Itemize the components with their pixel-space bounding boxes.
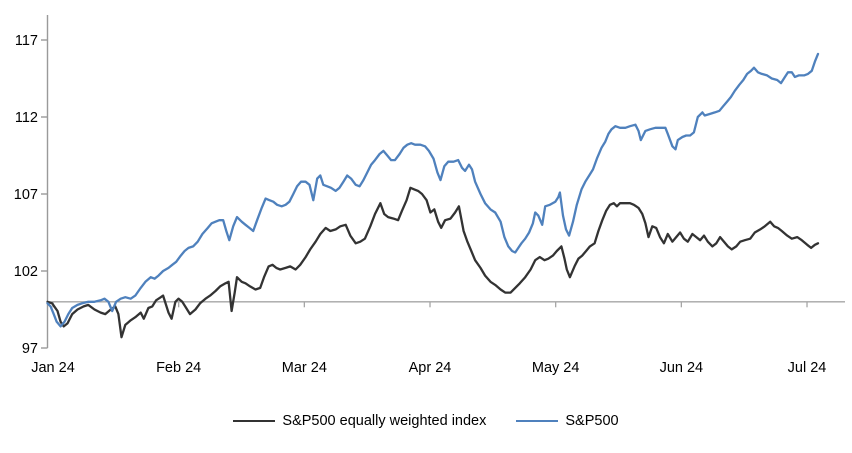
- y-tick-label: 107: [14, 187, 38, 203]
- y-tick-label: 112: [15, 110, 38, 126]
- legend-item-sp500: S&P500: [516, 413, 619, 429]
- equal-weight-line-swatch: [233, 419, 276, 423]
- y-tick-label: 97: [22, 341, 38, 357]
- legend-item-equal-weight: S&P500 equally weighted index: [233, 413, 486, 429]
- chart-legend: S&P500 equally weighted index S&P500: [0, 413, 852, 429]
- sp500-legend-label: S&P500: [565, 413, 619, 429]
- x-tick-label: Feb 24: [156, 360, 201, 376]
- x-tick-label: Jan 24: [31, 360, 75, 376]
- x-tick-label: Apr 24: [409, 360, 452, 376]
- x-tick-label: May 24: [532, 360, 580, 376]
- sp500-line-swatch: [516, 419, 559, 423]
- series-line-0: [46, 186, 820, 339]
- x-tick-label: Mar 24: [282, 360, 327, 376]
- series-line-1: [46, 52, 820, 328]
- x-tick-label: Jul 24: [788, 360, 827, 376]
- equal-weight-legend-label: S&P500 equally weighted index: [282, 413, 487, 429]
- y-tick-label: 102: [14, 264, 38, 280]
- x-tick-label: Jun 24: [660, 360, 704, 376]
- y-tick-label: 117: [15, 33, 38, 49]
